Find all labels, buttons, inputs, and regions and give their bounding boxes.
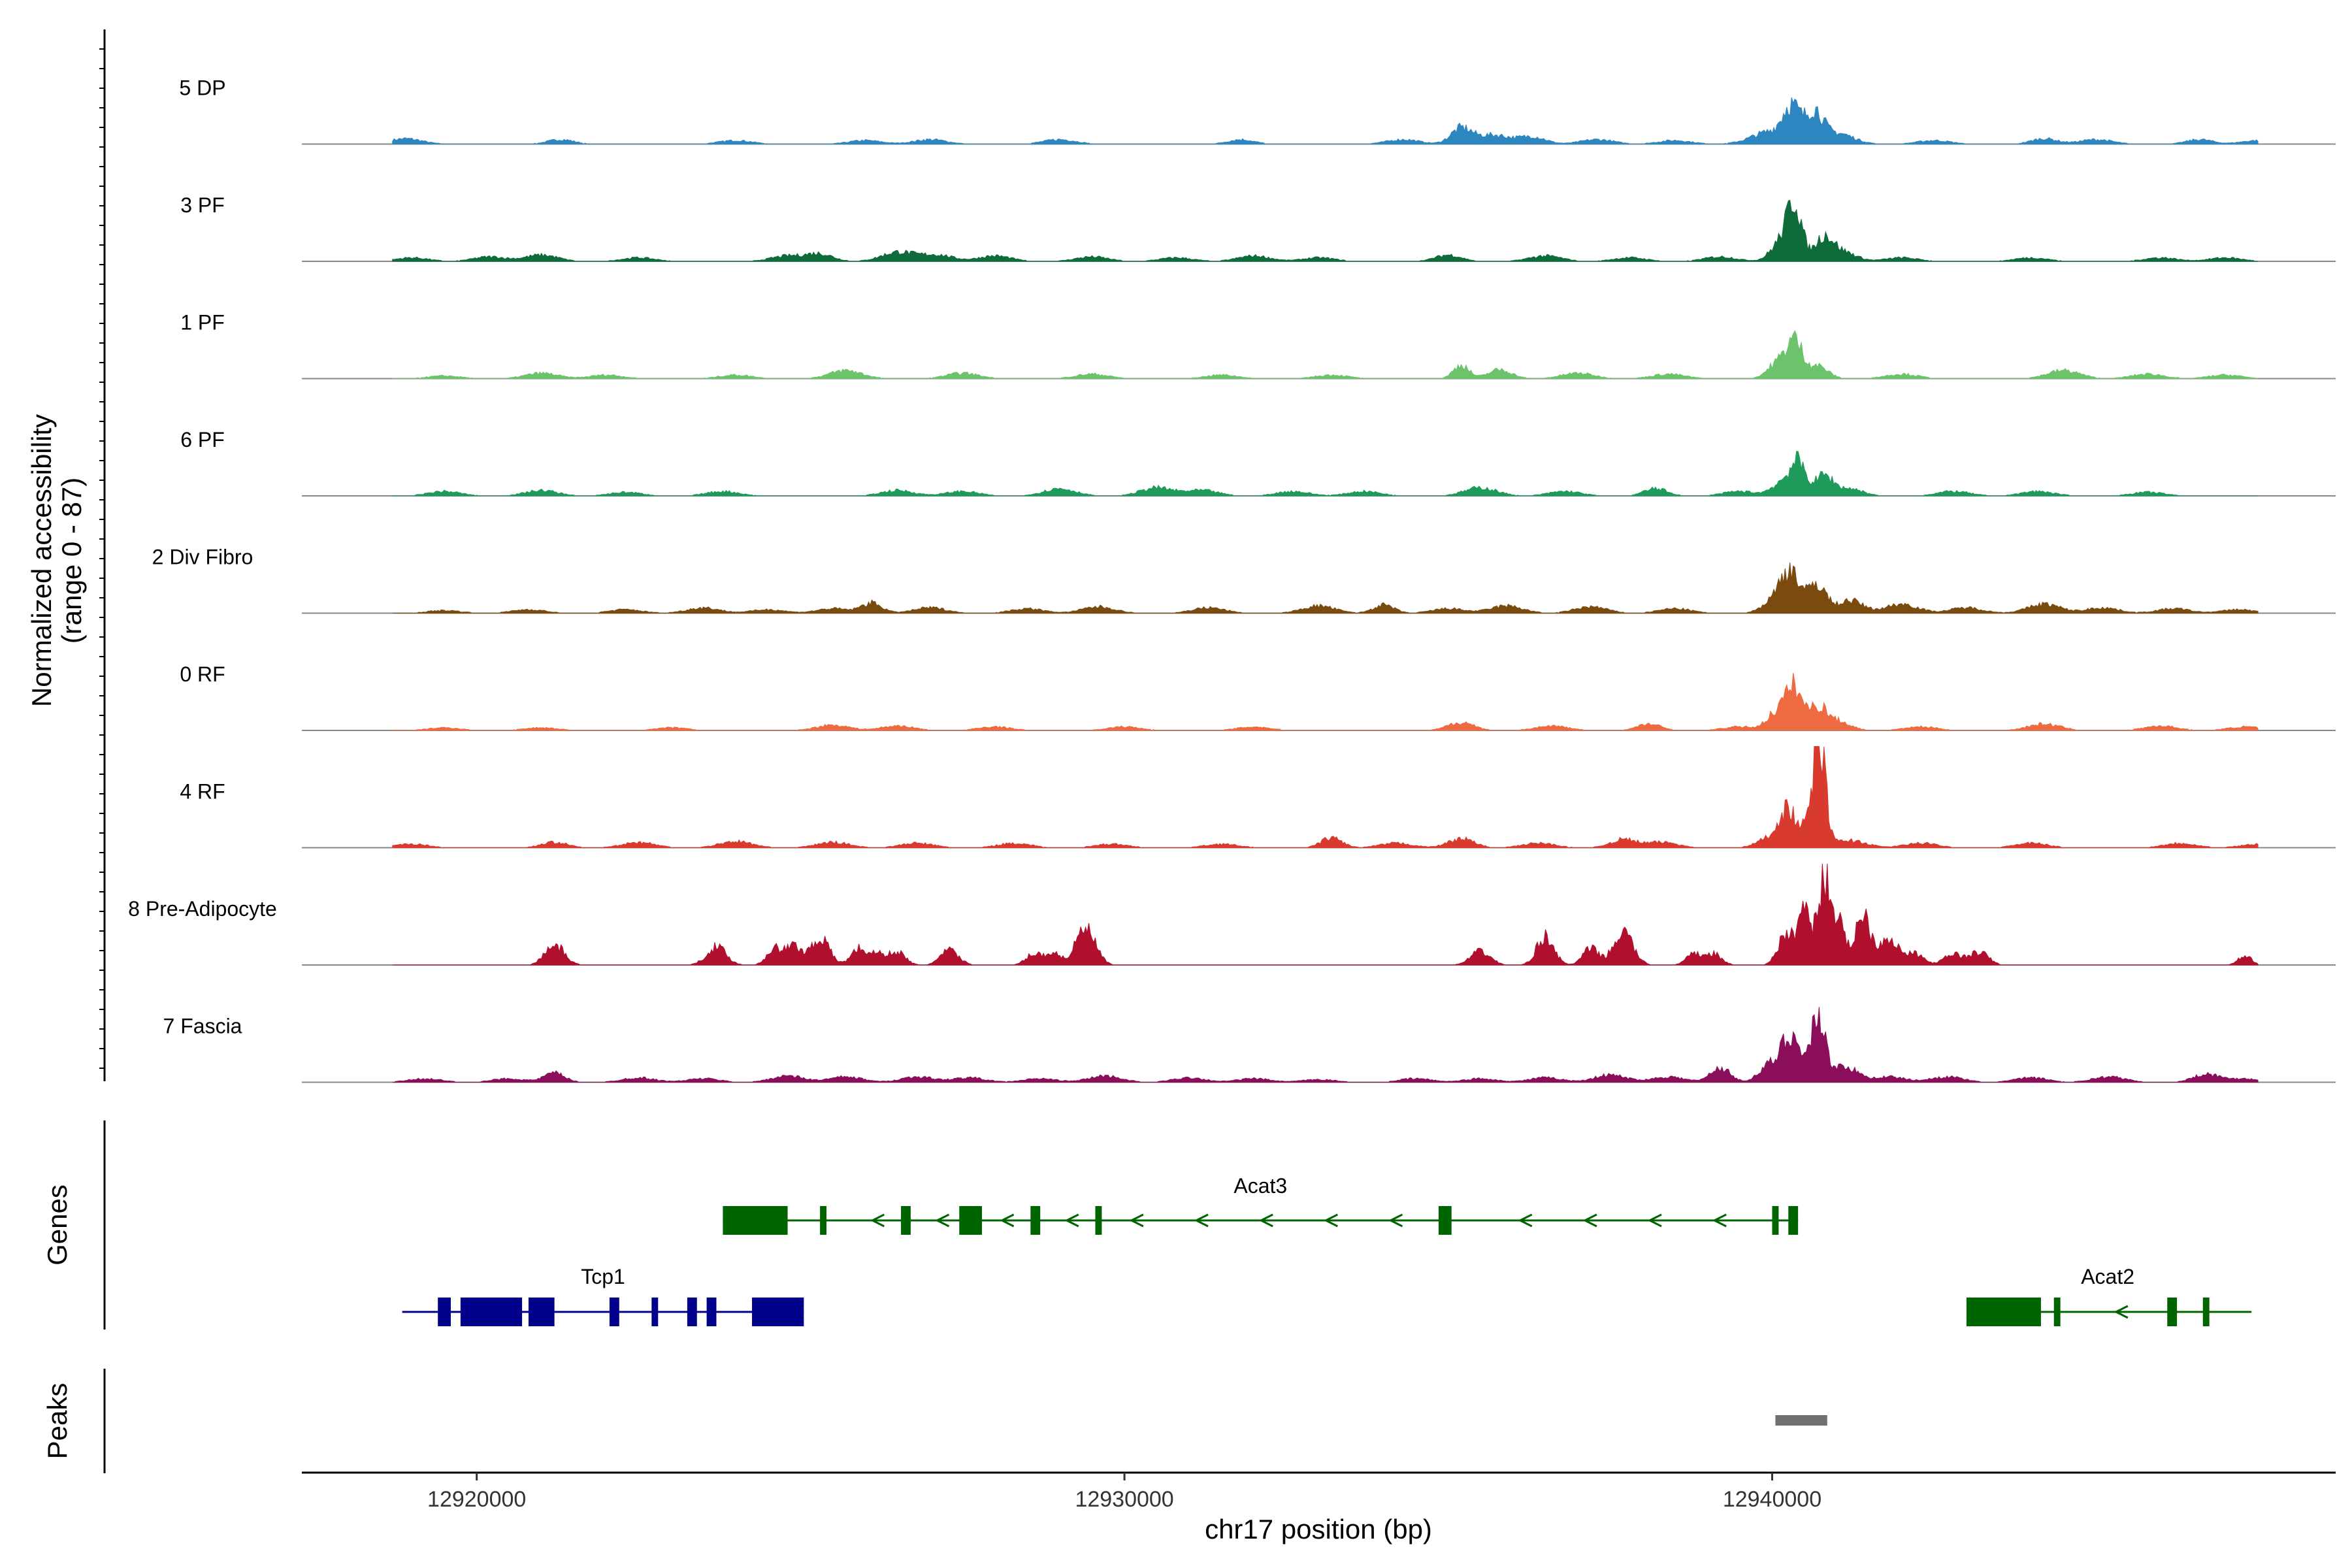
coverage-area — [392, 746, 2259, 849]
coverage-track: 5 DP — [179, 76, 2336, 145]
coverage-area — [392, 199, 2258, 262]
coverage-area — [392, 863, 2259, 966]
gene-exon — [609, 1298, 619, 1326]
coverage-track: 6 PF — [180, 428, 2336, 497]
coverage-area — [392, 330, 2258, 380]
gene-model: Acat2 — [1966, 1265, 2252, 1326]
coverage-area — [392, 1007, 2259, 1083]
peaks-track-label: Peaks — [42, 1383, 73, 1460]
strand-arrow — [1712, 1213, 1727, 1228]
gene-exon — [820, 1206, 827, 1235]
gene-label: Tcp1 — [581, 1265, 625, 1288]
gene-annotations: Acat3 Tcp1 Acat2 — [402, 1174, 2252, 1326]
coverage-tracks: 5 DP 3 PF 1 PF 6 PF 2 Div Fibro 0 RF 4 RF 8 Pre… — [128, 76, 2336, 1083]
coverage-area — [392, 673, 2259, 731]
track-label: 7 Fascia — [163, 1015, 242, 1038]
y-axis-title-line2: (range 0 - 87) — [56, 478, 87, 644]
x-axis-ticks: 12920000 12930000 12940000 — [427, 1473, 1821, 1512]
track-label: 1 PF — [180, 311, 225, 335]
strand-arrow — [1258, 1213, 1273, 1228]
gene-exon — [723, 1206, 788, 1235]
gene-model: Acat3 — [723, 1174, 1799, 1235]
gene-exon — [1966, 1298, 2041, 1326]
gene-exon — [460, 1298, 523, 1326]
coverage-track: 4 RF — [180, 746, 2336, 849]
gene-exon — [2167, 1298, 2178, 1326]
strand-arrow — [1647, 1213, 1662, 1228]
coverage-area — [392, 451, 2258, 497]
gene-exon — [1772, 1206, 1779, 1235]
gene-exon — [2053, 1298, 2061, 1326]
coverage-area — [392, 563, 2259, 614]
gene-exon — [687, 1298, 697, 1326]
track-label: 0 RF — [180, 662, 225, 686]
gene-exon — [901, 1206, 911, 1235]
gene-exon — [651, 1298, 659, 1326]
gene-exon — [752, 1298, 804, 1326]
strand-arrow — [1323, 1213, 1338, 1228]
peak-region — [1775, 1415, 1827, 1426]
gene-model: Tcp1 — [402, 1265, 804, 1326]
coverage-track: 2 Div Fibro — [152, 546, 2336, 614]
x-axis-title: chr17 position (bp) — [1205, 1514, 1432, 1544]
strand-arrow — [1388, 1213, 1403, 1228]
x-tick-label: 12930000 — [1075, 1487, 1173, 1512]
track-label: 5 DP — [179, 76, 225, 100]
strand-arrow — [870, 1213, 885, 1228]
coverage-track: 1 PF — [180, 311, 2336, 380]
coverage-track: 8 Pre-Adipocyte — [128, 863, 2336, 966]
peak-regions — [1775, 1415, 1827, 1426]
coverage-area — [392, 97, 2259, 145]
coverage-track: 7 Fascia — [163, 1007, 2336, 1083]
track-label: 6 PF — [180, 428, 225, 451]
coverage-y-axis-ticks — [99, 48, 105, 1069]
x-tick-label: 12940000 — [1723, 1487, 1821, 1512]
track-label: 4 RF — [180, 780, 225, 804]
gene-exon — [1788, 1206, 1799, 1235]
gene-label: Acat2 — [2081, 1265, 2134, 1288]
y-axis-title-line1: Normalized accessibility — [26, 414, 57, 707]
gene-exon — [1438, 1206, 1452, 1235]
genes-track-label: Genes — [42, 1184, 73, 1266]
gene-exon — [2202, 1298, 2210, 1326]
strand-arrow — [1064, 1213, 1079, 1228]
strand-arrow — [1000, 1213, 1015, 1228]
gene-exon — [438, 1298, 451, 1326]
strand-arrow — [1129, 1213, 1144, 1228]
gene-label: Acat3 — [1233, 1174, 1287, 1198]
strand-arrow — [1194, 1213, 1209, 1228]
strand-arrow — [2114, 1305, 2129, 1319]
strand-arrow — [1518, 1213, 1533, 1228]
x-tick-label: 12920000 — [427, 1487, 526, 1512]
coverage-track: 3 PF — [180, 193, 2336, 262]
strand-arrow — [935, 1213, 950, 1228]
track-label: 2 Div Fibro — [152, 546, 253, 569]
gene-exon — [1095, 1206, 1102, 1235]
gene-exon — [1030, 1206, 1041, 1235]
gene-exon — [706, 1298, 717, 1326]
gene-exon — [528, 1298, 555, 1326]
track-label: 3 PF — [180, 193, 225, 217]
strand-arrow — [1582, 1213, 1597, 1228]
coverage-track: 0 RF — [180, 662, 2336, 731]
track-label: 8 Pre-Adipocyte — [128, 897, 277, 921]
gene-exon — [959, 1206, 982, 1235]
